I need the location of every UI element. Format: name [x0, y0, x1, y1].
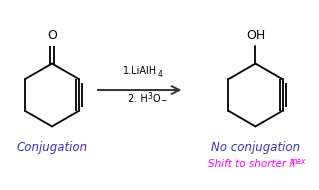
Text: OH: OH: [246, 29, 265, 42]
Text: O: O: [152, 94, 160, 104]
Text: max: max: [290, 157, 307, 165]
Text: −: −: [160, 96, 167, 105]
Text: Conjugation: Conjugation: [16, 141, 87, 154]
Text: 3: 3: [147, 92, 152, 101]
Text: No conjugation: No conjugation: [211, 141, 300, 154]
Text: 1.LiAlH: 1.LiAlH: [122, 66, 157, 76]
Text: O: O: [47, 29, 57, 42]
Text: 4: 4: [158, 70, 163, 79]
Text: Shift to shorter λ: Shift to shorter λ: [208, 159, 296, 169]
Text: 2. H: 2. H: [128, 94, 148, 104]
